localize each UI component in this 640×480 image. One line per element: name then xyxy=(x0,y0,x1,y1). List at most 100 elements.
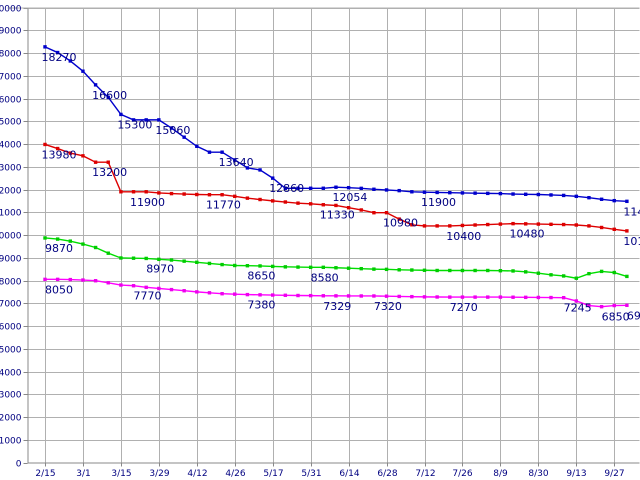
series-blue-marker xyxy=(258,168,262,172)
series-magenta-marker xyxy=(93,279,98,283)
x-axis-tick-labels: 2/15 3/1 3/15 3/29 4/12 4/26 5/17 5/31 6/14 6/28 7… xyxy=(35,469,624,479)
data-point-label: 8970 xyxy=(146,262,174,275)
series-blue-marker xyxy=(195,144,199,148)
data-point-label: 13640 xyxy=(219,156,254,169)
series-blue-marker xyxy=(410,190,414,194)
series-red-marker xyxy=(106,160,110,164)
series-green-marker xyxy=(372,267,376,271)
series-green-marker xyxy=(536,271,541,275)
series-green-marker xyxy=(182,259,186,263)
series-magenta-marker xyxy=(359,294,363,298)
data-point-label: 15060 xyxy=(155,124,190,137)
series-red-marker xyxy=(587,224,591,228)
series-blue-marker xyxy=(536,192,541,197)
x-tick-label: 2/15 xyxy=(35,469,55,479)
series-magenta-marker xyxy=(346,294,351,298)
series-magenta-marker xyxy=(119,283,123,287)
series-magenta-marker xyxy=(81,278,85,282)
series-blue-marker xyxy=(397,188,401,193)
series-blue-marker xyxy=(169,126,174,130)
data-point-label: 8650 xyxy=(247,270,275,283)
series-green-marker xyxy=(612,270,616,275)
series-magenta-marker xyxy=(157,286,161,291)
series-red-marker xyxy=(460,223,465,228)
series-green-marker xyxy=(245,264,250,268)
series-blue-marker xyxy=(321,186,325,190)
series-magenta-marker xyxy=(233,292,237,296)
y-tick-label: 18000 xyxy=(0,50,22,60)
series-red-marker xyxy=(599,225,604,230)
series-green-marker xyxy=(169,258,174,262)
series-red-marker xyxy=(574,223,578,227)
x-tick-label: 8/30 xyxy=(528,469,548,479)
series-magenta-marker xyxy=(612,303,616,308)
series-magenta-marker xyxy=(435,295,439,299)
series-magenta-marker xyxy=(448,295,452,299)
series-magenta-marker xyxy=(43,277,47,282)
data-series-layer xyxy=(43,45,629,309)
data-point-label: 13980 xyxy=(42,148,77,161)
series-blue-marker xyxy=(182,135,186,139)
series-magenta-marker xyxy=(169,287,174,292)
series-green-marker xyxy=(422,268,427,272)
series-green-marker xyxy=(435,268,439,273)
series-magenta-marker xyxy=(422,295,427,299)
series-red-marker xyxy=(308,202,313,206)
data-point-label: 8050 xyxy=(45,283,73,296)
series-blue-marker xyxy=(599,197,604,201)
series-green-marker xyxy=(524,270,528,274)
series-red-marker xyxy=(334,203,338,208)
series-green-marker xyxy=(397,268,401,272)
series-blue-marker xyxy=(625,199,629,204)
y-tick-label: 5000 xyxy=(0,346,22,356)
series-green-marker xyxy=(220,262,224,267)
y-tick-label: 10000 xyxy=(0,232,22,242)
series-red-marker xyxy=(144,190,148,194)
y-tick-label: 3000 xyxy=(0,391,22,401)
series-red-marker xyxy=(498,222,503,226)
series-red-marker xyxy=(258,197,262,202)
series-blue-marker xyxy=(384,188,389,192)
series-magenta-marker xyxy=(599,304,604,309)
data-point-label: 7320 xyxy=(374,300,402,313)
series-green-marker xyxy=(511,269,515,273)
series-green-marker xyxy=(410,268,414,272)
data-point-label: 7270 xyxy=(450,301,478,314)
series-red-marker xyxy=(359,208,363,212)
series-blue-marker xyxy=(448,190,452,195)
data-point-label: 7380 xyxy=(247,299,275,312)
x-tick-label: 7/12 xyxy=(415,469,435,479)
series-red-marker xyxy=(283,200,288,204)
data-point-label: 10980 xyxy=(383,217,418,230)
y-axis-tick-labels: 0 1000 2000 3000 4000 5000 6000 7000 8000 9000 100… xyxy=(0,5,22,470)
series-blue-marker xyxy=(549,193,553,197)
series-green-marker xyxy=(106,251,110,255)
y-tick-label: 6000 xyxy=(0,323,22,333)
data-point-label: 12054 xyxy=(332,191,367,204)
y-tick-label: 2000 xyxy=(0,414,22,424)
data-point-label: 7245 xyxy=(564,302,592,315)
series-green-marker xyxy=(68,239,72,243)
series-green-marker xyxy=(119,256,123,260)
series-blue-marker xyxy=(524,192,528,196)
series-red-marker xyxy=(195,192,199,197)
series-blue-marker xyxy=(119,112,123,117)
series-blue-marker xyxy=(587,195,591,200)
x-tick-label: 6/14 xyxy=(339,469,359,479)
y-tick-label: 1000 xyxy=(0,437,22,447)
series-magenta-marker xyxy=(473,295,477,299)
series-magenta xyxy=(43,277,629,309)
series-blue-marker xyxy=(511,192,515,196)
series-red-marker xyxy=(536,222,541,226)
series-green-marker xyxy=(43,236,47,240)
series-magenta-marker xyxy=(561,295,566,300)
series-red-marker xyxy=(473,223,477,227)
data-point-label: 6910 xyxy=(627,309,640,322)
series-blue-marker xyxy=(207,150,212,154)
series-red-marker xyxy=(182,192,186,196)
x-tick-label: 5/31 xyxy=(301,469,321,479)
series-red-marker xyxy=(233,194,237,199)
series-red-marker xyxy=(245,196,250,200)
series-green-marker xyxy=(587,271,591,276)
